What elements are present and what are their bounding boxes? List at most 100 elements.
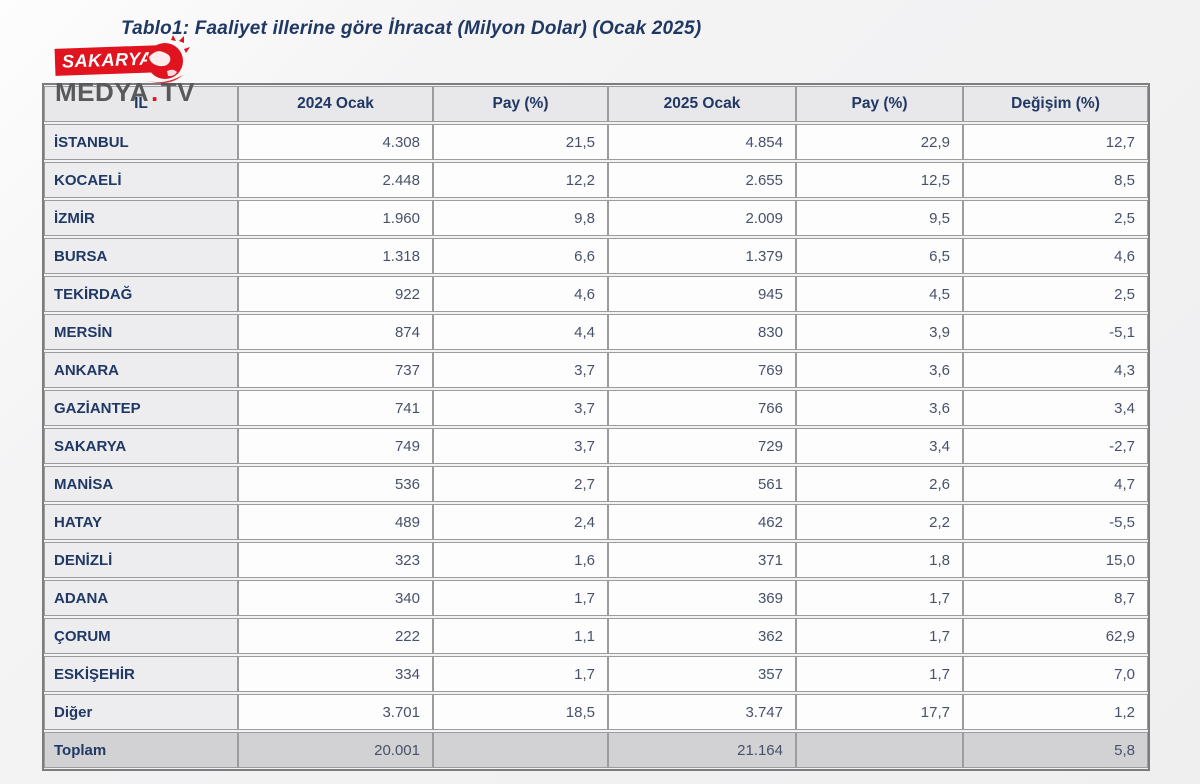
sakarya-medya-tv-logo: SAKARYA MEDYA.TV (54, 35, 225, 107)
value-cell: 12,7 (963, 124, 1148, 160)
province-cell: BURSA (44, 238, 238, 274)
value-cell: 4,6 (963, 238, 1148, 274)
header-row: İL 2024 Ocak Pay (%) 2025 Ocak Pay (%) Değişi… (44, 86, 1148, 122)
value-cell: -5,5 (963, 504, 1148, 540)
table-row: TEKİRDAĞ 922 4,6 945 4,5 2,5 (44, 276, 1148, 312)
table-row: ADANA 340 1,7 369 1,7 8,7 (44, 580, 1148, 616)
value-cell: 21.164 (608, 732, 796, 768)
table-row: ESKİŞEHİR 334 1,7 357 1,7 7,0 (44, 656, 1148, 692)
table-row: GAZİANTEP 741 3,7 766 3,6 3,4 (44, 390, 1148, 426)
column-header: İL (44, 86, 238, 122)
value-cell: 12,5 (796, 162, 963, 198)
value-cell: 17,7 (796, 694, 963, 730)
value-cell: 769 (608, 352, 796, 388)
logo-top-row: SAKARYA (54, 35, 225, 84)
column-header: 2024 Ocak (238, 86, 433, 122)
value-cell: 7,0 (963, 656, 1148, 692)
value-cell: 323 (238, 542, 433, 578)
value-cell: 2.655 (608, 162, 796, 198)
value-cell: 749 (238, 428, 433, 464)
province-cell: ANKARA (44, 352, 238, 388)
export-table: İL 2024 Ocak Pay (%) 2025 Ocak Pay (%) Değişi… (44, 84, 1148, 770)
province-cell: GAZİANTEP (44, 390, 238, 426)
value-cell: 3.701 (238, 694, 433, 730)
value-cell: 4,4 (433, 314, 608, 350)
total-row: Toplam 20.001 21.164 5,8 (44, 732, 1148, 768)
table-row: KOCAELİ 2.448 12,2 2.655 12,5 8,5 (44, 162, 1148, 198)
value-cell: 2,2 (796, 504, 963, 540)
value-cell: 462 (608, 504, 796, 540)
value-cell: 3.747 (608, 694, 796, 730)
value-cell: 4.854 (608, 124, 796, 160)
value-cell: 5,8 (963, 732, 1148, 768)
value-cell: 2,6 (796, 466, 963, 502)
logo-medya-text: MEDYA (55, 77, 150, 107)
province-cell: TEKİRDAĞ (44, 276, 238, 312)
column-header: Değişim (%) (963, 86, 1148, 122)
value-cell: 945 (608, 276, 796, 312)
province-cell: KOCAELİ (44, 162, 238, 198)
value-cell: 2,7 (433, 466, 608, 502)
value-cell: 12,2 (433, 162, 608, 198)
value-cell: 1,6 (433, 542, 608, 578)
province-cell: HATAY (44, 504, 238, 540)
value-cell: 3,4 (796, 428, 963, 464)
value-cell: 3,6 (796, 390, 963, 426)
value-cell: 20.001 (238, 732, 433, 768)
table-row: İSTANBUL 4.308 21,5 4.854 22,9 12,7 (44, 124, 1148, 160)
province-cell: İSTANBUL (44, 124, 238, 160)
value-cell: 2,5 (963, 200, 1148, 236)
value-cell: 2,5 (963, 276, 1148, 312)
value-cell: 8,5 (963, 162, 1148, 198)
table-row: Diğer 3.701 18,5 3.747 17,7 1,2 (44, 694, 1148, 730)
column-header: Pay (%) (796, 86, 963, 122)
value-cell: 3,4 (963, 390, 1148, 426)
value-cell: 3,7 (433, 390, 608, 426)
value-cell: 1.960 (238, 200, 433, 236)
value-cell: 1,2 (963, 694, 1148, 730)
value-cell: 340 (238, 580, 433, 616)
value-cell: 766 (608, 390, 796, 426)
value-cell: 4,5 (796, 276, 963, 312)
value-cell: 922 (238, 276, 433, 312)
value-cell: 1.379 (608, 238, 796, 274)
value-cell: 3,7 (433, 428, 608, 464)
province-cell: ÇORUM (44, 618, 238, 654)
value-cell: 729 (608, 428, 796, 464)
value-cell: 489 (238, 504, 433, 540)
value-cell: 334 (238, 656, 433, 692)
value-cell: 62,9 (963, 618, 1148, 654)
value-cell: 369 (608, 580, 796, 616)
value-cell: 222 (238, 618, 433, 654)
table-row: MANİSA 536 2,7 561 2,6 4,7 (44, 466, 1148, 502)
province-cell: İZMİR (44, 200, 238, 236)
value-cell: 1.318 (238, 238, 433, 274)
province-cell: MANİSA (44, 466, 238, 502)
province-cell: DENİZLİ (44, 542, 238, 578)
value-cell: 1,7 (433, 580, 608, 616)
column-header: Pay (%) (433, 86, 608, 122)
province-cell: ESKİŞEHİR (44, 656, 238, 692)
value-cell: 8,7 (963, 580, 1148, 616)
value-cell: 1,7 (796, 580, 963, 616)
value-cell: 561 (608, 466, 796, 502)
page-title: Tablo1: Faaliyet illerine göre İhracat (… (121, 18, 702, 39)
table-body: İSTANBUL 4.308 21,5 4.854 22,9 12,7 KOCAELİ 2.4… (44, 124, 1148, 768)
value-cell: 22,9 (796, 124, 963, 160)
value-cell: 15,0 (963, 542, 1148, 578)
value-cell: 1,7 (433, 656, 608, 692)
table-row: İZMİR 1.960 9,8 2.009 9,5 2,5 (44, 200, 1148, 236)
table-row: BURSA 1.318 6,6 1.379 6,5 4,6 (44, 238, 1148, 274)
value-cell: 536 (238, 466, 433, 502)
value-cell: 3,9 (796, 314, 963, 350)
value-cell: 9,5 (796, 200, 963, 236)
value-cell: 830 (608, 314, 796, 350)
value-cell: 6,6 (433, 238, 608, 274)
logo-dot: . (151, 77, 159, 107)
value-cell (796, 732, 963, 768)
value-cell: 2,4 (433, 504, 608, 540)
value-cell: 874 (238, 314, 433, 350)
value-cell: 4.308 (238, 124, 433, 160)
value-cell: 4,7 (963, 466, 1148, 502)
table-row: HATAY 489 2,4 462 2,2 -5,5 (44, 504, 1148, 540)
